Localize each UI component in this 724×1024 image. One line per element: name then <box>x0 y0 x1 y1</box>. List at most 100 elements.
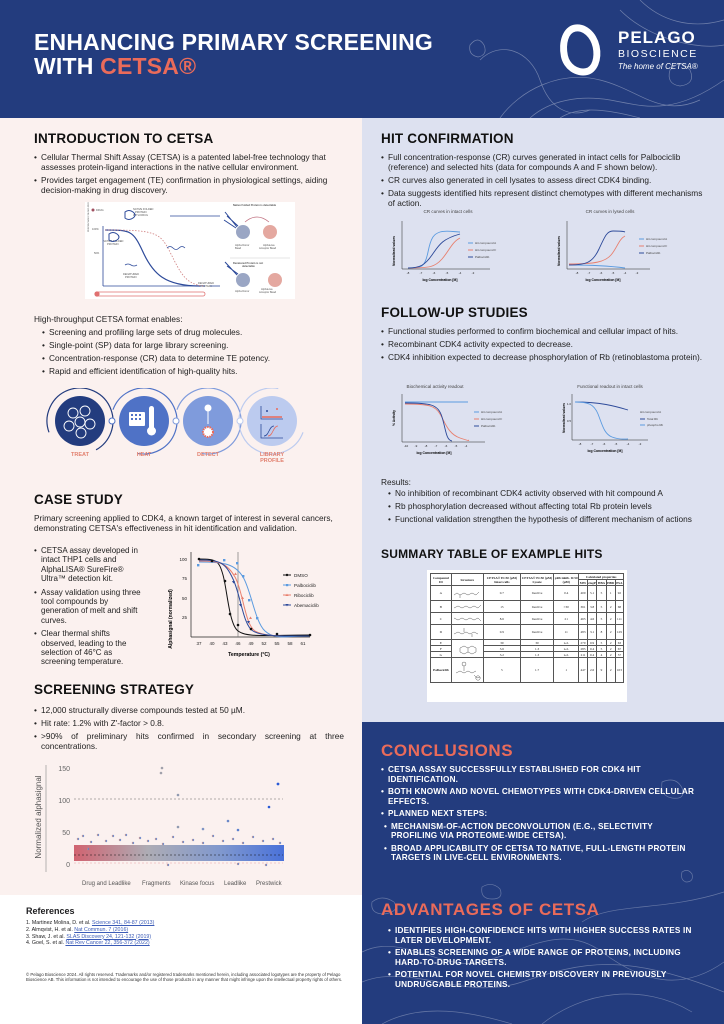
cell: 103 <box>614 657 625 683</box>
advantages-bullets: IDENTIFIES HIGH-CONFIDENCE HITS WITH HIG… <box>388 926 703 992</box>
advantage-bullet: POTENTIAL FOR NOVEL CHEMISTRY DISCOVERY … <box>388 970 703 989</box>
svg-text:-3: -3 <box>639 442 642 446</box>
cell: 5 <box>596 600 607 613</box>
svg-text:-7: -7 <box>435 444 438 448</box>
svg-text:100: 100 <box>58 798 70 805</box>
case-bullet: CETSA assay developed in intact THP1 cel… <box>34 546 144 584</box>
workflow-steps: TREAT HEAT DETECT LIBRARY PROFILE <box>40 388 320 468</box>
advantages-heading: ADVANTAGES OF CETSA <box>381 900 600 919</box>
result-bullet: Functional validation strengthen the hyp… <box>388 514 708 524</box>
case-study-heading: CASE STUDY <box>34 492 124 507</box>
ht-bullets: Screening and profiling large sets of dr… <box>42 327 342 379</box>
svg-text:Acceptor Bead: Acceptor Bead <box>259 246 277 250</box>
conclusion-sub-bullet: MECHANISM-OF-ACTION DECONVOLUTION (E.G.,… <box>384 822 701 841</box>
structure-image <box>450 639 484 658</box>
advantage-bullet: ENABLES SCREENING OF A WIDE RANGE OF PRO… <box>388 948 703 967</box>
intro-heading: INTRODUCTION TO CETSA <box>34 131 214 146</box>
screening-bullet: Hit rate: 1.2% with Z'-factor > 0.8. <box>34 718 344 728</box>
svg-text:-6: -6 <box>600 271 603 275</box>
svg-text:Palbociclib: Palbociclib <box>481 424 496 428</box>
svg-text:-8: -8 <box>579 442 582 446</box>
cell: 465 <box>578 612 588 625</box>
reference-text: 2. Almqvist, H. et al. <box>26 926 75 933</box>
cell: 2 <box>605 600 616 613</box>
svg-text:-8: -8 <box>407 271 410 275</box>
cell: 400 <box>578 585 588 601</box>
svg-text:Native Folded Protein is detec: Native Folded Protein is detectable <box>233 203 277 207</box>
col-compound-id: Compound ID <box>430 573 452 586</box>
cell: 1.7 <box>519 657 555 683</box>
svg-text:NATIVE FOLDED: NATIVE FOLDED <box>133 207 154 211</box>
cell: 21 <box>553 612 580 625</box>
intro-bullet: Provides target engagement (TE) confirma… <box>34 175 349 195</box>
structure-image <box>450 657 484 683</box>
result-bullet: Rb phosphorylation decreased without aff… <box>388 501 708 511</box>
svg-text:Kinase focus: Kinase focus <box>180 881 214 887</box>
svg-text:Alpha Donor: Alpha Donor <box>235 243 250 247</box>
table-row: D 0.9 Inactive 11 483 3.1 8 2 129 <box>430 624 625 640</box>
svg-text:-7: -7 <box>591 442 594 446</box>
cell: D <box>430 624 452 640</box>
svg-text:0.5: 0.5 <box>567 419 572 423</box>
results-label: Results: <box>381 477 411 487</box>
svg-text:Total Rb: Total Rb <box>647 417 658 421</box>
step-label-detect: DETECT <box>197 452 219 458</box>
structure-image <box>450 600 484 613</box>
ht-bullet: Screening and profiling large sets of dr… <box>42 327 342 337</box>
svg-text:DENATURED: DENATURED <box>123 272 139 276</box>
title-accent-cetsa: CETSA® <box>100 53 197 79</box>
advantage-bullet: IDENTIFIES HIGH-CONFIDENCE HITS WITH HIG… <box>388 926 703 945</box>
svg-text:Functional readout in intact c: Functional readout in intact cells <box>577 384 643 389</box>
cell: 111 <box>614 612 625 625</box>
logo-ring-icon <box>555 20 605 80</box>
follow-up-heading: FOLLOW-UP STUDIES <box>381 305 528 320</box>
svg-text:-4: -4 <box>459 271 462 275</box>
svg-text:-4: -4 <box>627 442 630 446</box>
melt-curve-chart: Alphasignal (normalized) 100 75 50 25 37 40 4… <box>165 547 345 667</box>
hit-bullet: CR curves also generated in cell lysates… <box>381 175 706 185</box>
cell: 15 <box>482 600 521 613</box>
library-profile-step-icon <box>247 396 297 446</box>
heat-step-icon <box>119 396 169 446</box>
logo-sub: BIOSCIENCE <box>618 48 698 60</box>
cell: 8.6 <box>482 612 521 625</box>
svg-text:phospho Rb: phospho Rb <box>647 423 664 427</box>
step-label-treat: TREAT <box>71 452 89 458</box>
svg-text:detectable: detectable <box>242 264 255 268</box>
svg-text:PROTEIN: PROTEIN <box>200 284 212 288</box>
table-row: B 15 Inactive >30 361 3.8 5 2 68 <box>430 600 625 613</box>
structure-image <box>450 624 484 640</box>
svg-text:-9: -9 <box>415 444 418 448</box>
svg-text:100%: 100% <box>92 227 99 231</box>
svg-text:DRUG: DRUG <box>96 208 104 212</box>
svg-text:CR curves in intact cells: CR curves in intact cells <box>423 209 473 214</box>
svg-text:Temperature (°C): Temperature (°C) <box>228 652 270 658</box>
reference-link[interactable]: SLAS Discovery 24, 121-132 (2019) <box>66 933 152 940</box>
cell: 129 <box>614 624 625 640</box>
reference-link[interactable]: Science 341, 84-87 (2013) <box>91 920 155 926</box>
cell: 2.6 <box>586 657 598 683</box>
hit-confirmation-bullets: Full concentration-response (CR) curves … <box>381 152 706 211</box>
svg-text:Palbociclib: Palbociclib <box>294 583 316 588</box>
svg-text:0: 0 <box>66 862 70 869</box>
svg-text:log Concentration [M]: log Concentration [M] <box>422 278 457 282</box>
svg-text:43: 43 <box>222 641 228 646</box>
svg-text:58: 58 <box>287 641 293 646</box>
references-heading: References <box>26 906 75 916</box>
svg-text:DENATURED: DENATURED <box>198 281 214 285</box>
follow-up-bullet: CDK4 inhibition expected to decrease pho… <box>381 352 706 362</box>
svg-text:Drug and Leadlike: Drug and Leadlike <box>82 881 131 887</box>
conclusion-bullet: PLANNED NEXT STEPS: <box>381 809 701 819</box>
svg-text:-6: -6 <box>445 444 448 448</box>
poster-header: ENHANCING PRIMARY SCREENING WITH CETSA® … <box>0 0 724 118</box>
reference-link[interactable]: Nat Commun. 7 (2016) <box>74 926 129 933</box>
single-point-screen-chart: Normalized alphasignal 150 100 50 0 Drug an… <box>28 757 348 887</box>
reference-link[interactable]: Nat Rev Cancer 22, 356-372 (2022) <box>65 940 150 947</box>
cell: 5.1 <box>586 585 598 601</box>
svg-text:PROTEIN: PROTEIN <box>135 210 147 214</box>
svg-text:PROTEIN: PROTEIN <box>125 275 137 279</box>
svg-text:50: 50 <box>182 596 188 601</box>
intro-bullets: Cellular Thermal Shift Assay (CETSA) is … <box>34 152 349 198</box>
reference-text: 3. Shaw, J. et al. <box>26 933 67 940</box>
reference-text: 1. Martinez Molina, D. et al. <box>26 920 92 926</box>
